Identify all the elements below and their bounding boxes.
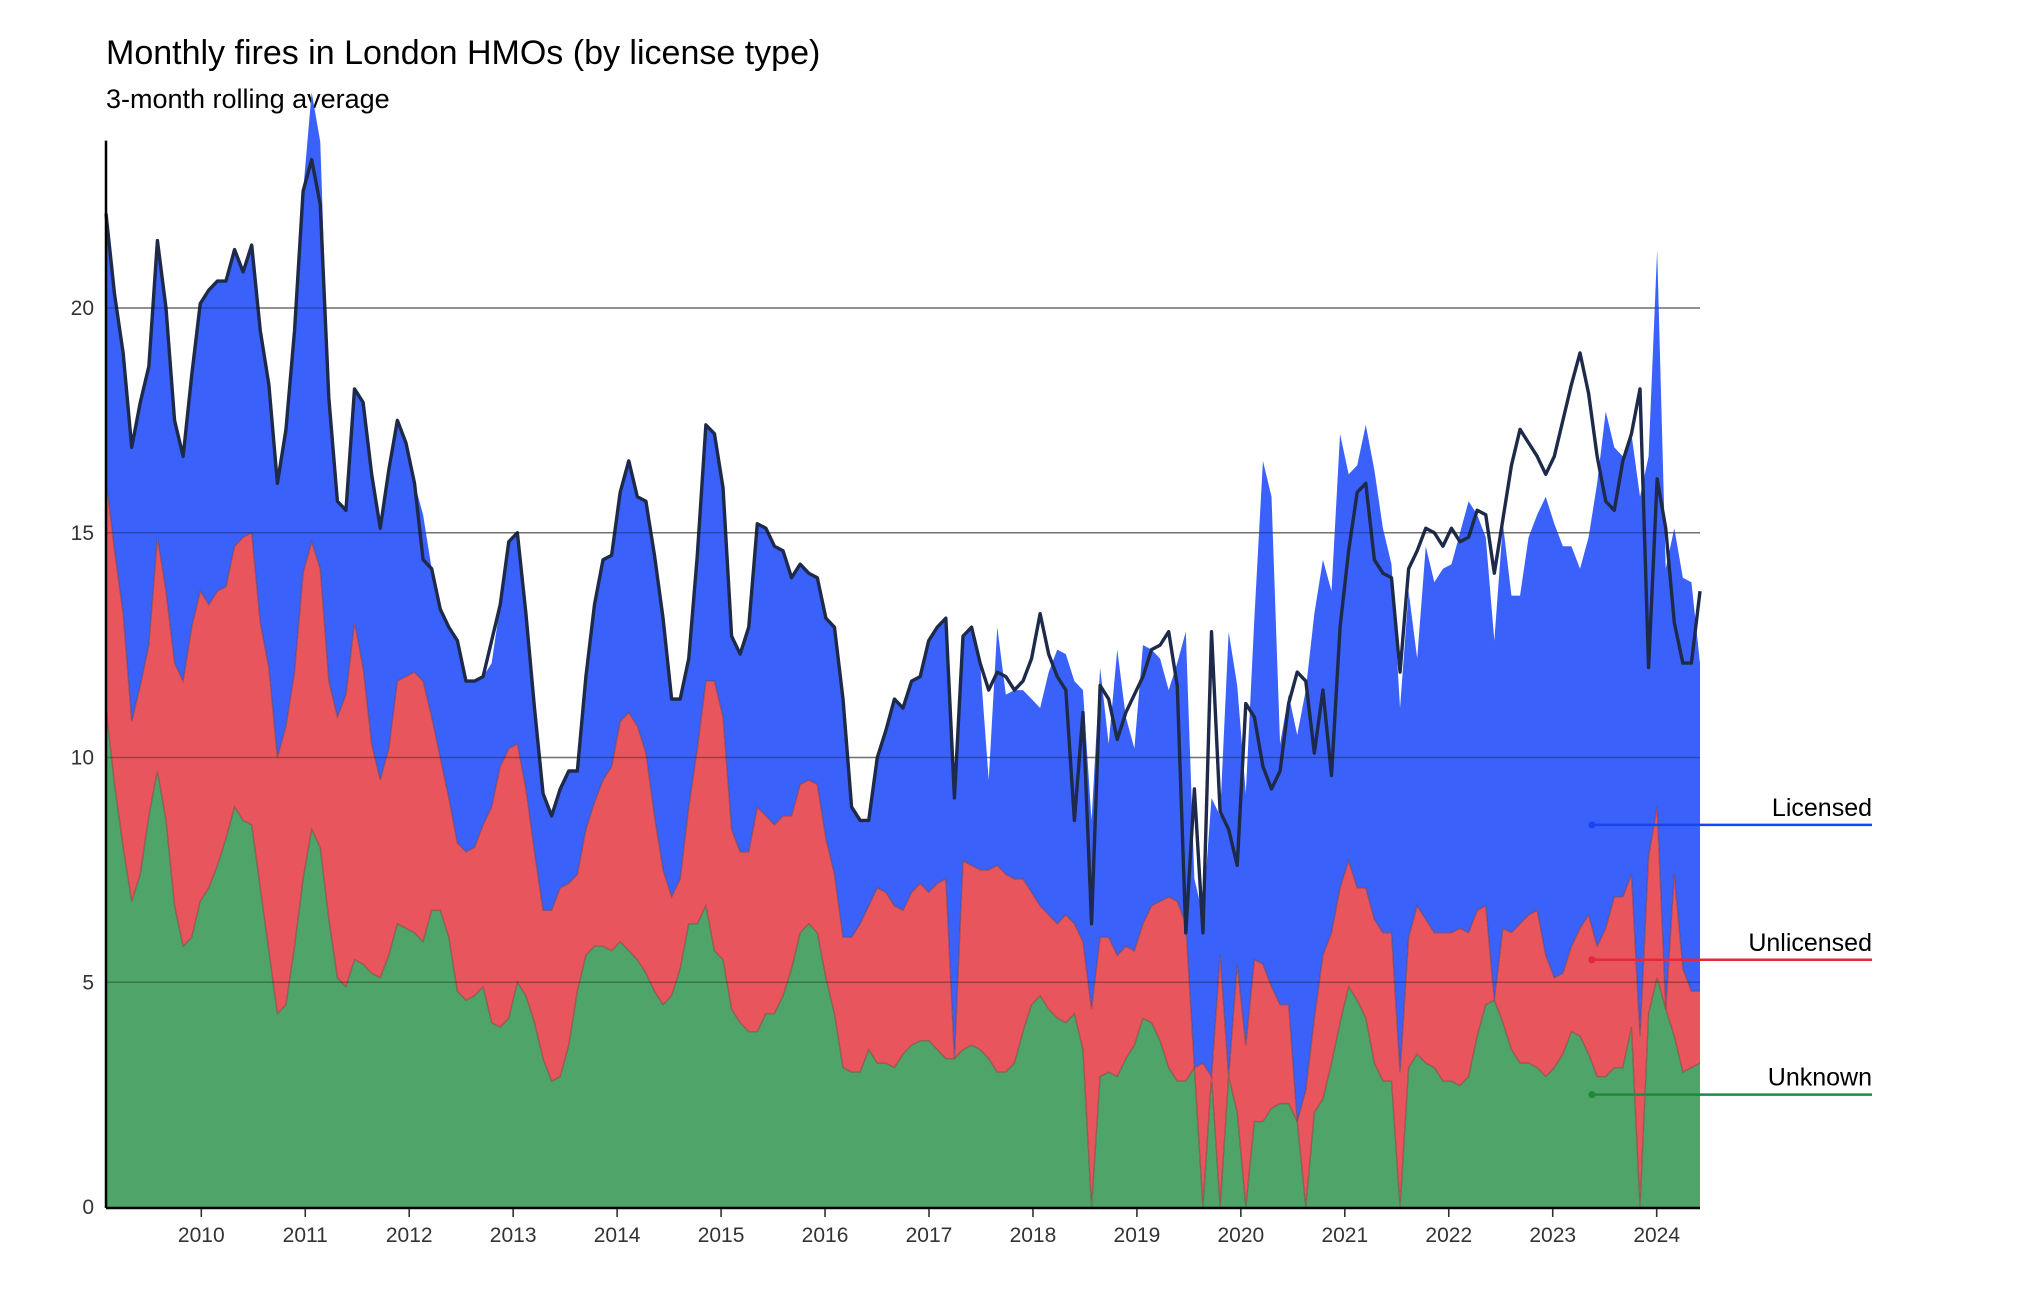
series-label-unlicensed: Unlicensed (1748, 929, 1872, 957)
x-tick-label: 2013 (490, 1224, 537, 1247)
axes: 0 5 10 15 20 2010 2011 2012 2013 2014 2015 2016 2017… (71, 140, 1700, 1247)
x-tick-label: 2011 (283, 1224, 328, 1247)
x-tick-label: 2010 (178, 1224, 225, 1247)
direct-labels: Unknown Unlicensed Licensed (1588, 794, 1872, 1099)
x-tick-label: 2023 (1529, 1224, 1576, 1247)
area-licensed (106, 92, 1700, 1122)
area-unknown (106, 708, 1700, 1207)
chart-subtitle: 3-month rolling average (106, 84, 390, 114)
label-dot-unlicensed (1588, 956, 1596, 964)
edge-unlicensed (105, 478, 1700, 1122)
x-tick-label: 2021 (1321, 1224, 1368, 1247)
x-tick-label: 2016 (802, 1224, 849, 1247)
label-dot-unknown (1588, 1091, 1596, 1099)
x-tick-label: 2020 (1217, 1224, 1264, 1247)
area-layer (104, 92, 1702, 1208)
x-tick-label: 2022 (1425, 1224, 1472, 1247)
grid-overlay (106, 307, 1700, 984)
x-tick-label: 2019 (1114, 1224, 1161, 1247)
edge-unknown (105, 707, 1701, 1208)
series-label-licensed: Licensed (1772, 794, 1872, 822)
x-tick-label: 2012 (386, 1224, 433, 1247)
y-tick-label: 5 (82, 971, 94, 994)
x-tick-label: 2024 (1633, 1224, 1680, 1247)
x-tick-label: 2017 (906, 1224, 953, 1247)
total-line (104, 157, 1702, 935)
y-tick-label: 20 (71, 297, 94, 320)
y-tick-label: 0 (82, 1196, 94, 1219)
chart-title: Monthly fires in London HMOs (by license… (106, 34, 820, 72)
area-unlicensed (106, 478, 1700, 1207)
label-dot-licensed (1588, 821, 1596, 829)
x-tick-label: 2014 (594, 1224, 641, 1247)
x-tick-label: 2015 (698, 1224, 745, 1247)
x-tick-label: 2018 (1010, 1224, 1057, 1247)
series-label-unknown: Unknown (1768, 1064, 1872, 1092)
y-tick-label: 10 (71, 747, 94, 770)
y-tick-label: 15 (71, 522, 94, 545)
